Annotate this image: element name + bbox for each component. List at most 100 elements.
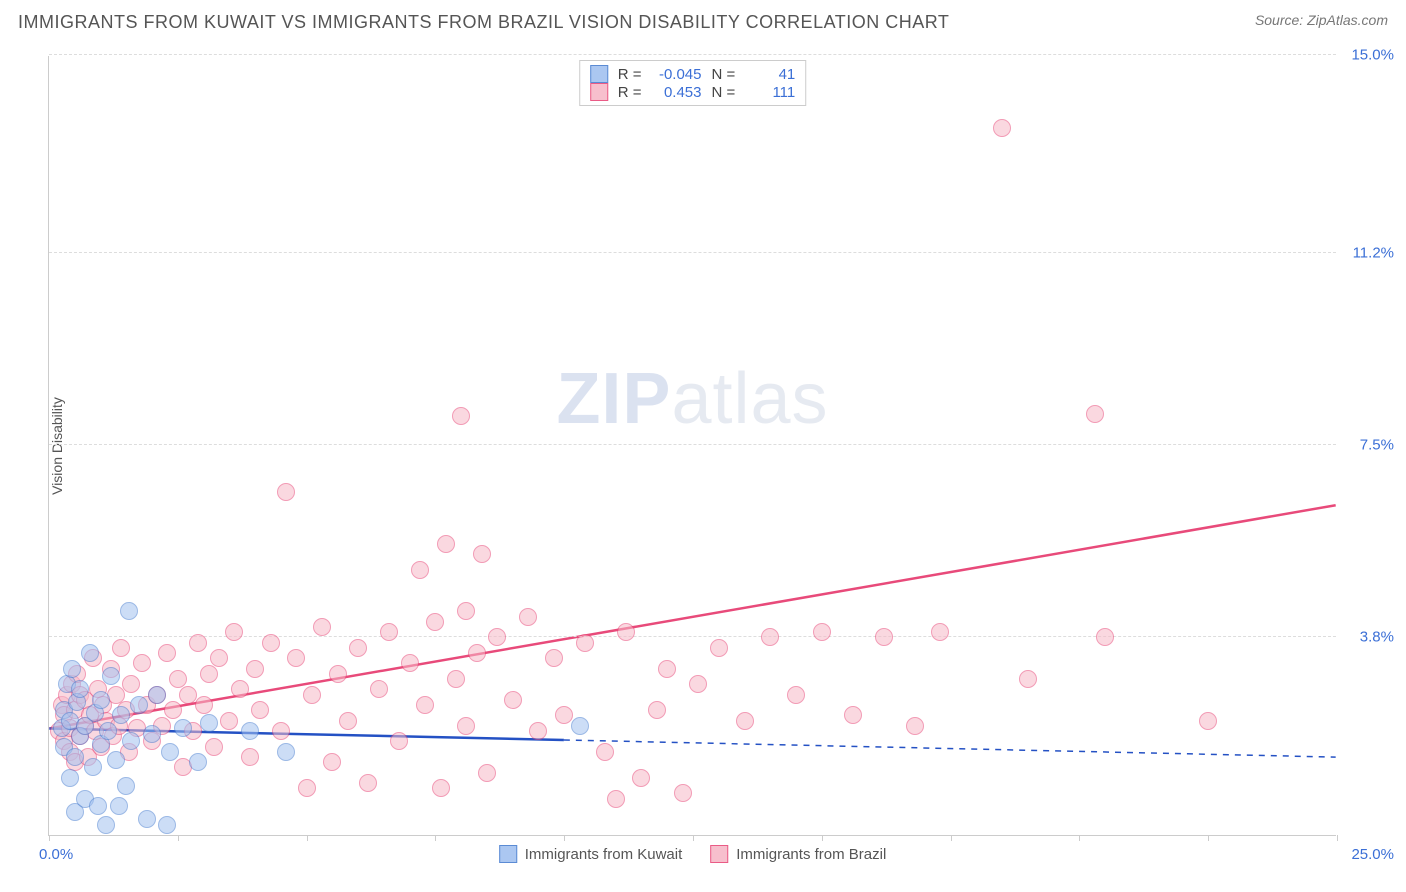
kuwait-point — [112, 706, 130, 724]
legend-swatch-kuwait — [499, 845, 517, 863]
brazil-point — [401, 654, 419, 672]
brazil-point — [313, 618, 331, 636]
brazil-point — [164, 701, 182, 719]
kuwait-point — [148, 686, 166, 704]
brazil-point — [787, 686, 805, 704]
kuwait-point — [97, 816, 115, 834]
brazil-point — [452, 407, 470, 425]
brazil-point — [241, 748, 259, 766]
brazil-point — [158, 644, 176, 662]
kuwait-point — [138, 810, 156, 828]
brazil-point — [231, 680, 249, 698]
brazil-point — [303, 686, 321, 704]
x-tick — [1079, 835, 1080, 841]
legend-item-brazil: Immigrants from Brazil — [710, 845, 886, 863]
kuwait-point — [174, 719, 192, 737]
brazil-point — [246, 660, 264, 678]
brazil-point — [844, 706, 862, 724]
brazil-point — [478, 764, 496, 782]
kuwait-point — [117, 777, 135, 795]
legend-label-brazil: Immigrants from Brazil — [736, 846, 886, 863]
brazil-point — [112, 639, 130, 657]
brazil-point — [287, 649, 305, 667]
brazil-point — [468, 644, 486, 662]
kuwait-point — [161, 743, 179, 761]
kuwait-point — [89, 797, 107, 815]
x-tick — [1337, 835, 1338, 841]
brazil-point — [576, 634, 594, 652]
gridline — [49, 444, 1336, 445]
brazil-point — [1086, 405, 1104, 423]
kuwait-point — [120, 602, 138, 620]
legend-label-kuwait: Immigrants from Kuwait — [525, 846, 683, 863]
brazil-point — [411, 561, 429, 579]
brazil-point — [349, 639, 367, 657]
brazil-point — [931, 623, 949, 641]
kuwait-point — [99, 722, 117, 740]
x-tick — [307, 835, 308, 841]
x-tick — [178, 835, 179, 841]
chart-title: IMMIGRANTS FROM KUWAIT VS IMMIGRANTS FRO… — [18, 12, 949, 33]
kuwait-point — [241, 722, 259, 740]
kuwait-point — [102, 667, 120, 685]
kuwait-point — [189, 753, 207, 771]
gridline — [49, 252, 1336, 253]
brazil-point — [298, 779, 316, 797]
brazil-point — [277, 483, 295, 501]
kuwait-point — [61, 769, 79, 787]
brazil-point — [426, 613, 444, 631]
chart-plot-area: ZIPatlas R = -0.045 N = 41 R = 0.453 N =… — [48, 56, 1336, 836]
x-tick-min: 0.0% — [39, 846, 73, 863]
source-label: Source: ZipAtlas.com — [1255, 12, 1388, 28]
trend-lines-layer — [49, 56, 1336, 835]
y-tick-label: 15.0% — [1351, 47, 1394, 64]
legend-bottom: Immigrants from Kuwait Immigrants from B… — [499, 845, 887, 863]
x-tick-max: 25.0% — [1351, 846, 1394, 863]
brazil-point — [329, 665, 347, 683]
kuwait-point — [63, 660, 81, 678]
brazil-point — [416, 696, 434, 714]
brazil-point — [339, 712, 357, 730]
brazil-point — [504, 691, 522, 709]
brazil-point — [906, 717, 924, 735]
kuwait-point — [571, 717, 589, 735]
brazil-point — [689, 675, 707, 693]
brazil-point — [710, 639, 728, 657]
brazil-point — [380, 623, 398, 641]
brazil-point — [432, 779, 450, 797]
x-tick — [1208, 835, 1209, 841]
brazil-point — [632, 769, 650, 787]
brazil-point — [473, 545, 491, 563]
brazil-point — [122, 675, 140, 693]
kuwait-point — [92, 691, 110, 709]
kuwait-point — [277, 743, 295, 761]
brazil-point — [225, 623, 243, 641]
brazil-point — [617, 623, 635, 641]
brazil-point — [272, 722, 290, 740]
x-tick — [564, 835, 565, 841]
kuwait-point — [66, 748, 84, 766]
brazil-point — [251, 701, 269, 719]
brazil-point — [359, 774, 377, 792]
y-tick-label: 7.5% — [1360, 437, 1394, 454]
brazil-point — [488, 628, 506, 646]
brazil-point — [220, 712, 238, 730]
brazil-point — [195, 696, 213, 714]
brazil-point — [658, 660, 676, 678]
brazil-point — [607, 790, 625, 808]
brazil-point — [736, 712, 754, 730]
brazil-point — [133, 654, 151, 672]
legend-swatch-brazil — [710, 845, 728, 863]
brazil-point — [529, 722, 547, 740]
brazil-point — [390, 732, 408, 750]
brazil-point — [457, 602, 475, 620]
kuwait-point — [200, 714, 218, 732]
legend-item-kuwait: Immigrants from Kuwait — [499, 845, 683, 863]
y-tick-label: 3.8% — [1360, 629, 1394, 646]
y-tick-label: 11.2% — [1353, 244, 1394, 261]
brazil-point — [875, 628, 893, 646]
brazil-point — [189, 634, 207, 652]
brazil-point — [813, 623, 831, 641]
kuwait-point — [71, 680, 89, 698]
x-tick — [49, 835, 50, 841]
